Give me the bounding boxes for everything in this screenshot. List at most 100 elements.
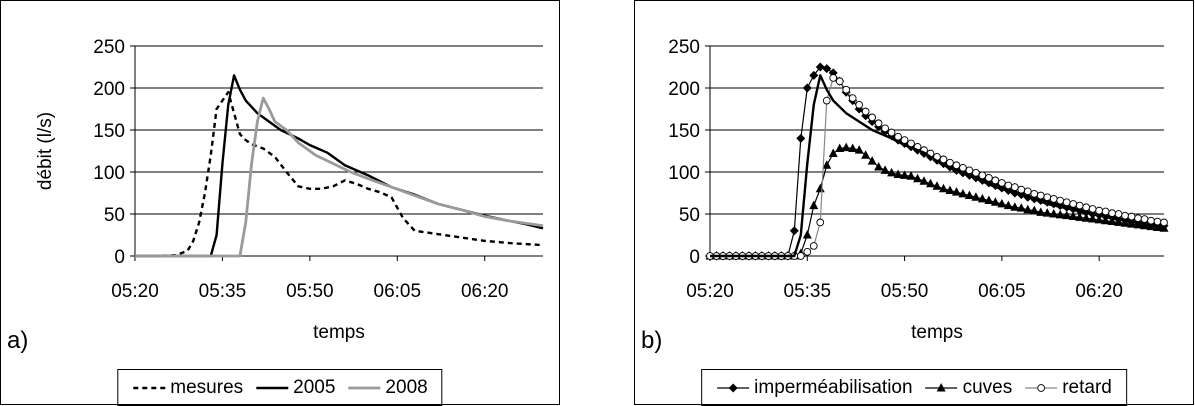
data-point (939, 155, 948, 164)
y-tick-label: 200 (93, 79, 125, 100)
data-point (868, 113, 876, 122)
data-point (1043, 193, 1052, 202)
data-point (971, 192, 981, 201)
data-point (1140, 215, 1149, 223)
y-axis-label: débit (l/s) (35, 112, 56, 190)
x-tick-label: 05:50 (881, 281, 929, 302)
data-point (1081, 213, 1091, 222)
data-point (822, 64, 832, 74)
data-point (789, 226, 799, 236)
series-line (135, 96, 544, 258)
series-2008 (135, 96, 544, 258)
data-point (1036, 191, 1045, 200)
data-point (1101, 215, 1111, 225)
data-point (1114, 217, 1124, 226)
data-point (796, 252, 805, 260)
data-point (894, 132, 902, 141)
data-point (1049, 195, 1058, 203)
data-point (1114, 210, 1123, 218)
y-tick-label: 0 (689, 247, 700, 268)
data-point (998, 179, 1006, 187)
data-point (809, 200, 819, 210)
data-point (1160, 218, 1168, 227)
data-point (1075, 201, 1084, 210)
data-point (1107, 216, 1117, 226)
data-point (1120, 218, 1130, 227)
data-point (887, 167, 897, 177)
data-point (1094, 214, 1104, 224)
data-point (816, 218, 825, 227)
data-point (815, 62, 825, 72)
data-point (1147, 216, 1155, 225)
data-point (803, 247, 812, 256)
chart-b-plot: 0 50 100 150 200 250 05:20 05:35 05:50 06:05 06:20… (668, 37, 1169, 343)
data-point (900, 136, 909, 144)
data-point (1010, 183, 1019, 191)
x-tick-label: 06:20 (1075, 281, 1123, 302)
legend-marker (937, 382, 947, 391)
data-point (964, 190, 974, 200)
data-point (1127, 212, 1136, 221)
x-axis-label: temps (911, 322, 963, 343)
data-point (1036, 207, 1046, 216)
data-point (959, 163, 967, 172)
data-point (1055, 209, 1065, 219)
data-point (835, 143, 845, 152)
legend-marker (728, 383, 738, 392)
y-tick-label: 50 (104, 205, 125, 226)
legend-item: 2005 (255, 377, 335, 399)
data-point (802, 83, 812, 93)
x-tick-label: 05:50 (286, 281, 334, 302)
chart-a-plot: 0 50 100 150 200 250 05:20 05:35 05:50 06:05 06:20… (35, 37, 544, 343)
x-tick-label: 06:20 (461, 281, 509, 302)
y-tick-label: 150 (668, 121, 700, 142)
data-point (926, 178, 936, 188)
legend-label: 2005 (293, 376, 336, 398)
data-point (951, 187, 961, 196)
data-point (1088, 205, 1097, 213)
data-point (1023, 187, 1032, 196)
data-point (997, 198, 1007, 208)
legend-a: mesures 2005 2008 (117, 369, 443, 406)
data-point (972, 168, 980, 177)
data-point (828, 148, 838, 158)
data-point (1049, 209, 1059, 218)
data-point (815, 183, 825, 193)
data-point (1062, 198, 1071, 207)
x-tick-label: 05:20 (686, 281, 734, 302)
legend-b: imperméabilisation cuves retard (701, 369, 1127, 406)
y-tick-label: 50 (679, 205, 700, 226)
legend-swatch (1025, 383, 1058, 392)
y-tick-label: 100 (93, 163, 125, 184)
data-point (835, 77, 844, 86)
series-reference (710, 74, 1165, 258)
data-point (958, 188, 968, 198)
series-mesures (135, 90, 544, 258)
data-point (1068, 211, 1078, 221)
y-tick-label: 0 (114, 247, 125, 268)
legend-label: retard (1062, 376, 1112, 398)
data-point (932, 181, 942, 190)
series-line (135, 90, 544, 258)
data-point (1101, 207, 1110, 216)
data-point (822, 96, 831, 105)
data-point (913, 173, 923, 183)
data-point (1153, 217, 1162, 226)
legend-swatch (717, 383, 750, 392)
data-point (946, 158, 954, 167)
series-retard (706, 74, 1168, 260)
data-point (906, 171, 916, 180)
data-point (1042, 208, 1052, 217)
data-point (829, 74, 838, 82)
x-tick-label: 05:35 (784, 281, 832, 302)
data-point (1082, 203, 1091, 212)
data-point (809, 70, 819, 80)
data-point (978, 171, 987, 180)
data-point (822, 160, 832, 169)
data-point (1030, 189, 1039, 198)
data-point (796, 133, 806, 143)
x-tick-label: 05:35 (199, 281, 247, 302)
data-point (861, 150, 871, 159)
data-point (867, 156, 877, 165)
data-point (1029, 205, 1039, 215)
